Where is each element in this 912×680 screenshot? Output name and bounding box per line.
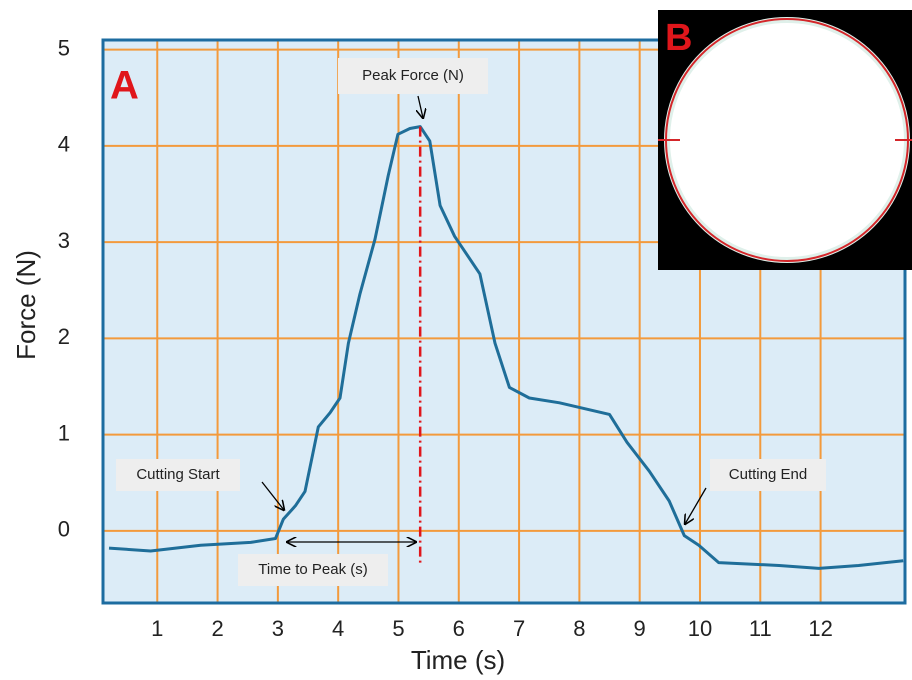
page: {"chart_data": { "type": "line", "panel_… xyxy=(0,0,912,680)
inset-disc xyxy=(667,20,907,260)
panel-label: A xyxy=(110,64,139,108)
y-tick-label: 5 xyxy=(58,35,70,60)
x-tick-label: 11 xyxy=(749,616,772,641)
panel-label: B xyxy=(665,17,692,59)
y-tick-label: 0 xyxy=(58,517,70,542)
y-tick-label: 2 xyxy=(58,324,70,349)
x-tick-label: 4 xyxy=(332,616,344,641)
x-tick-label: 3 xyxy=(272,616,284,641)
x-tick-label: 5 xyxy=(392,616,404,641)
y-tick-label: 4 xyxy=(58,132,70,157)
x-tick-label: 7 xyxy=(513,616,525,641)
x-tick-label: 2 xyxy=(211,616,223,641)
x-tick-label: 6 xyxy=(453,616,465,641)
x-axis-title: Time (s) xyxy=(411,645,505,675)
annotation: Peak Force (N) xyxy=(362,67,464,84)
annotation: Time to Peak (s) xyxy=(258,561,367,578)
x-tick-label: 12 xyxy=(808,616,832,641)
y-axis-title: Force (N) xyxy=(11,250,41,360)
inset: B xyxy=(658,10,912,270)
x-tick-label: 10 xyxy=(688,616,712,641)
x-tick-label: 8 xyxy=(573,616,585,641)
x-tick-label: 9 xyxy=(634,616,646,641)
y-tick-label: 3 xyxy=(58,228,70,253)
x-tick-label: 1 xyxy=(151,616,163,641)
chart: Peak Force (N) Cutting Start Cutting End… xyxy=(0,0,912,680)
y-tick-label: 1 xyxy=(58,420,70,445)
annotation: Cutting End xyxy=(729,466,807,483)
annotation: Cutting Start xyxy=(136,466,220,483)
